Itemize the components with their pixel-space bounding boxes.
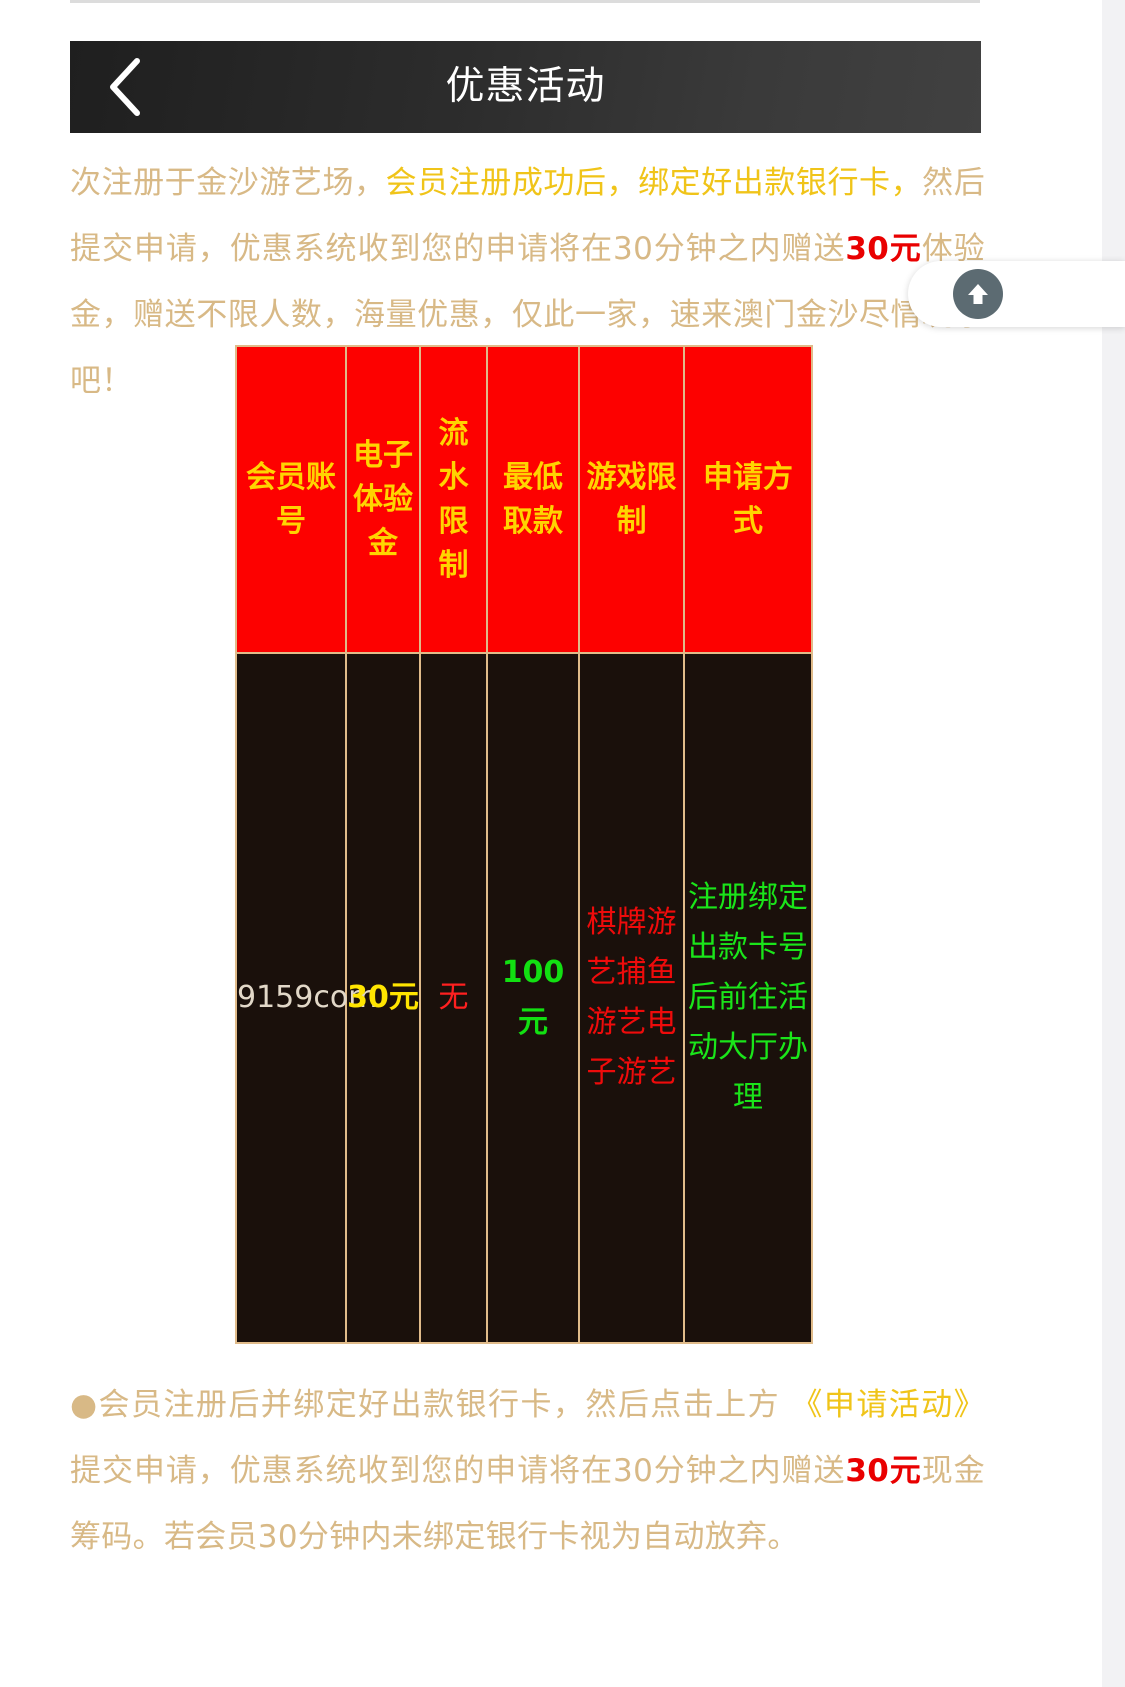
promo-table-head: 会员账号 电子体验金 流水限制 最低取款 游戏限制 申请方式 (235, 345, 813, 654)
cell-wager: 无 (419, 652, 488, 1344)
bottom-segment-3: 提交申请，优惠系统收到您的申请将在30分钟之内赠送 (70, 1453, 846, 1489)
bottom-amount-highlight: 30元 (845, 1453, 922, 1489)
col-header-game-limit: 游戏限制 (578, 345, 685, 654)
intro-segment-3-gold: 绑定好出款银行卡， (638, 165, 923, 201)
page-title: 优惠活动 (445, 64, 606, 109)
intro-segment-6: 体验金，赠送不限人数，海量优惠，仅此一家，速来澳门金沙尽情玩乐吧！ (70, 231, 985, 399)
promo-table-body: 9159com 30元 无 100元 棋牌游艺捕鱼游艺电子游艺 注册绑定出款卡号… (235, 652, 813, 1344)
table-row: 9159com 30元 无 100元 棋牌游艺捕鱼游艺电子游艺 注册绑定出款卡号… (235, 652, 813, 1344)
bottom-apply-link[interactable]: 《申请活动》 (791, 1387, 985, 1423)
table-header-row: 会员账号 电子体验金 流水限制 最低取款 游戏限制 申请方式 (235, 345, 813, 654)
header-bar: 优惠活动 (70, 41, 981, 133)
intro-segment-1: 次注册于金沙游艺场， (70, 165, 386, 201)
cell-apply-method: 注册绑定出款卡号后前往活动大厅办理 (683, 652, 813, 1344)
promo-table: 会员账号 电子体验金 流水限制 最低取款 游戏限制 申请方式 (235, 345, 813, 1344)
col-header-apply-method: 申请方式 (683, 345, 813, 654)
col-header-bonus: 电子体验金 (345, 345, 421, 654)
chevron-left-icon (103, 55, 147, 119)
col-header-wager: 流水限制 (419, 345, 488, 654)
cell-min-withdraw: 100元 (486, 652, 580, 1344)
cell-account: 9159com (235, 652, 377, 1344)
bullet-icon: ● (70, 1387, 99, 1423)
bottom-segment-5: 现金筹码。若会员30分钟内未绑定银行卡视为自动放弃。 (70, 1453, 985, 1555)
bottom-segment-1: 会员注册后并绑定好出款银行卡，然后点击上方 (98, 1387, 792, 1423)
intro-paragraph: 次注册于金沙游艺场，会员注册成功后，绑定好出款银行卡，然后提交申请，优惠系统收到… (70, 150, 985, 414)
intro-amount-highlight: 30元 (845, 231, 922, 267)
back-button[interactable] (70, 41, 180, 133)
col-header-min-withdraw: 最低取款 (486, 345, 580, 654)
intro-segment-2-gold: 会员注册成功后， (385, 165, 639, 201)
right-gutter (1102, 0, 1125, 1687)
cell-game-limit: 棋牌游艺捕鱼游艺电子游艺 (578, 652, 685, 1344)
arrow-up-icon[interactable] (953, 269, 1003, 319)
cell-bonus: 30元 (345, 652, 421, 1344)
col-header-account: 会员账号 (235, 345, 347, 654)
intro-segment-4: 然后提交申请，优惠系统收到您的申请将在30分钟之内赠送 (70, 165, 986, 267)
scroll-to-top-button[interactable] (908, 261, 1125, 327)
top-divider (70, 0, 980, 3)
bottom-paragraph: ●会员注册后并绑定好出款银行卡，然后点击上方 《申请活动》 提交申请，优惠系统收… (70, 1372, 985, 1570)
